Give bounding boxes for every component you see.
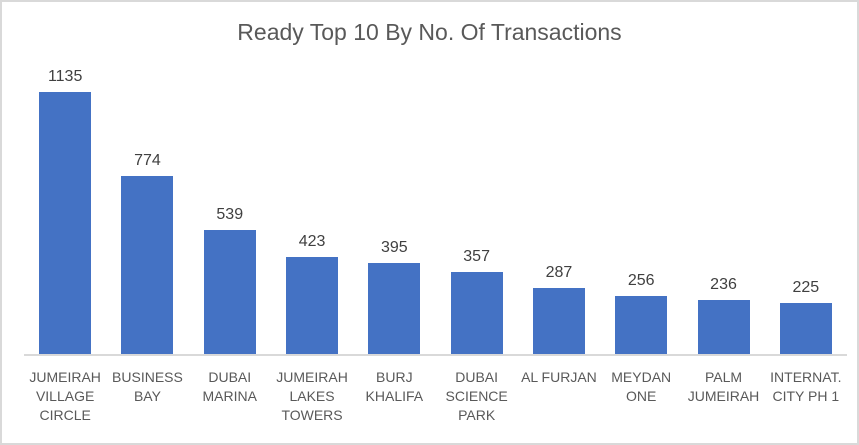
bar-group: 539 — [189, 62, 271, 355]
chart-title: Ready Top 10 By No. Of Transactions — [237, 19, 622, 45]
x-axis-label: INTERNAT. CITY PH 1 — [770, 369, 842, 404]
data-label: 539 — [216, 206, 244, 223]
data-label: 236 — [710, 276, 737, 293]
x-axis-label: JUMEIRAH LAKES TOWERS — [276, 369, 348, 423]
bar-group: 225 — [765, 62, 847, 355]
bar — [286, 257, 339, 355]
bar-group: 423 — [271, 62, 353, 355]
bars-row: 1135 774 539 423 395 357 287 256 236 225 — [24, 62, 847, 355]
bar — [368, 263, 421, 355]
x-axis-label: BURJ KHALIFA — [365, 369, 424, 404]
bar-group: 774 — [106, 62, 188, 355]
x-axis-line — [24, 354, 847, 356]
data-label: 423 — [298, 233, 326, 250]
bar — [615, 296, 668, 355]
x-axis-label: DUBAI SCIENCE PARK — [445, 369, 508, 423]
bar-group: 256 — [600, 62, 682, 355]
x-axis-label: JUMEIRAH VILLAGE CIRCLE — [29, 369, 101, 423]
data-label: 225 — [792, 279, 820, 296]
bar-group: 1135 — [24, 62, 106, 355]
bar — [121, 176, 174, 355]
bar-group: 395 — [353, 62, 435, 355]
bar — [532, 288, 585, 355]
data-label: 1135 — [47, 68, 83, 85]
x-axis-label: BUSINESS BAY — [112, 369, 183, 404]
bar — [39, 92, 92, 355]
data-label: 287 — [545, 264, 573, 281]
data-label: 256 — [627, 272, 655, 289]
bar — [779, 303, 832, 355]
x-axis-label: PALM JUMEIRAH — [687, 369, 760, 404]
plot-area: 1135 774 539 423 395 357 287 256 236 225 — [24, 62, 847, 356]
bar-group: 357 — [435, 62, 517, 355]
bar — [450, 272, 503, 355]
x-axis-label: MEYDAN ONE — [611, 369, 672, 404]
bar-group: 236 — [682, 62, 764, 355]
x-axis-label: DUBAI MARINA — [202, 369, 257, 404]
data-label: 395 — [380, 239, 408, 256]
x-axis-label: AL FURJAN — [521, 369, 597, 385]
x-axis-labels: JUMEIRAH VILLAGE CIRCLE BUSINESS BAY DUBAI… — [24, 368, 847, 425]
bar — [697, 300, 750, 355]
data-label: 774 — [134, 152, 161, 169]
data-label: 357 — [463, 248, 490, 265]
bar-group: 287 — [518, 62, 600, 355]
bar — [203, 230, 256, 355]
